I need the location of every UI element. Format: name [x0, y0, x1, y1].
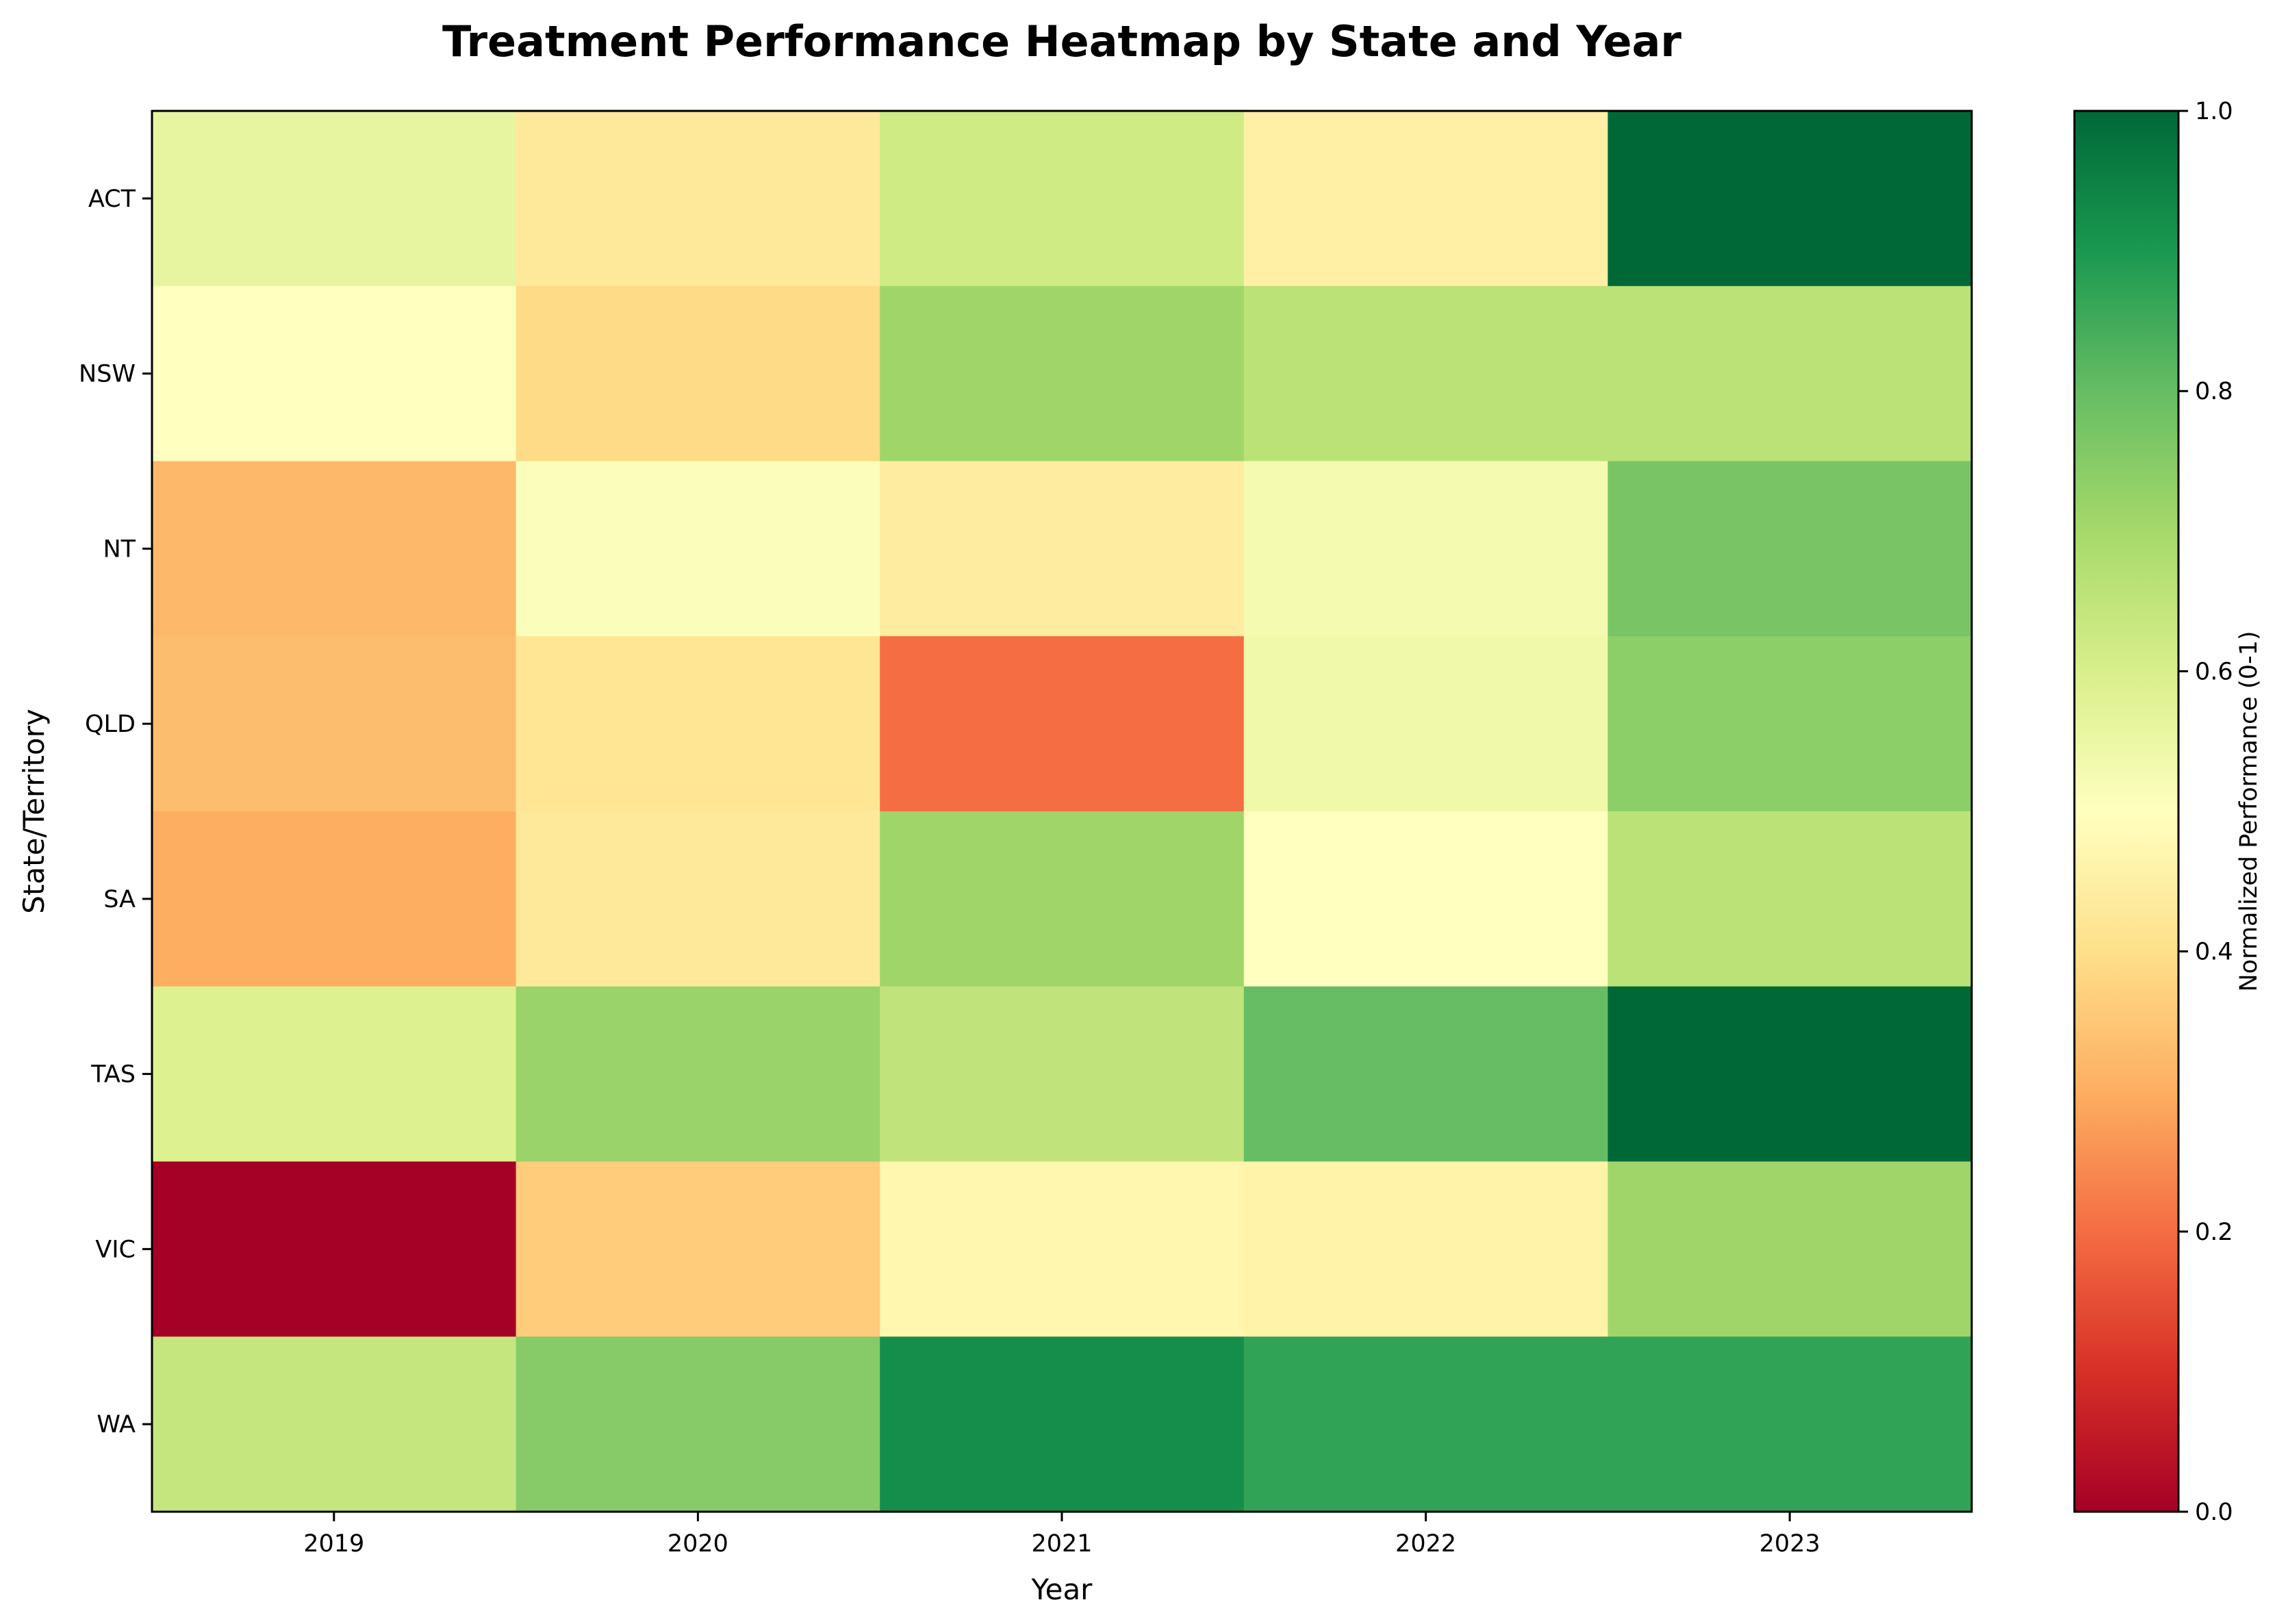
x-tick-label: 2023 [1759, 1530, 1820, 1558]
heatmap-cell-nsw-2019 [152, 286, 517, 462]
x-tick-label: 2019 [303, 1530, 364, 1558]
y-tick-label: VIC [95, 1236, 136, 1263]
y-axis-label: State/Territory [17, 709, 51, 913]
colorbar-label: Normalized Performance (0-1) [2235, 631, 2263, 992]
heatmap-cell-wa-2021 [880, 1336, 1245, 1512]
heatmap-cell-wa-2022 [1243, 1336, 1608, 1512]
heatmap-cell-tas-2020 [516, 986, 880, 1163]
colorbar-tick-label: 0.4 [2195, 939, 2233, 966]
heatmap-cell-vic-2023 [1607, 1161, 1972, 1337]
heatmap-cell-vic-2020 [516, 1161, 880, 1337]
colorbar-tick-label: 0.0 [2195, 1499, 2233, 1526]
heatmap-cell-qld-2019 [152, 636, 517, 812]
heatmap-cell-wa-2020 [516, 1336, 880, 1512]
heatmap-cell-sa-2020 [516, 811, 880, 987]
heatmap-cell-tas-2019 [152, 986, 517, 1163]
heatmap-cell-nsw-2023 [1607, 286, 1972, 462]
y-tick-label: TAS [90, 1061, 136, 1089]
heatmap-cell-qld-2022 [1243, 636, 1608, 812]
x-axis-label: Year [1031, 1573, 1093, 1606]
x-tick-label: 2022 [1395, 1530, 1456, 1558]
x-tick-label: 2020 [668, 1530, 728, 1558]
heatmap-cell-act-2019 [152, 111, 517, 287]
heatmap-cell-tas-2021 [880, 986, 1245, 1163]
y-tick-label: NSW [79, 361, 136, 388]
heatmap-cell-nsw-2020 [516, 286, 880, 462]
heatmap-cell-wa-2019 [152, 1336, 517, 1512]
y-tick-label: QLD [85, 711, 136, 738]
y-axis-ticks: ACT NSW NT QLD SA TAS VIC WA [79, 186, 152, 1438]
y-tick-label: ACT [88, 186, 136, 213]
heatmap-cell-qld-2021 [880, 636, 1245, 812]
colorbar [2073, 110, 2180, 1513]
x-tick-label: 2021 [1031, 1530, 1092, 1558]
colorbar-tick-label: 0.8 [2195, 378, 2233, 405]
heatmap-cell-sa-2023 [1607, 811, 1972, 987]
heatmap-cell-qld-2023 [1607, 636, 1972, 812]
heatmap-cell-vic-2019 [152, 1161, 517, 1337]
y-tick-label: WA [97, 1411, 136, 1438]
heatmap-cell-tas-2023 [1607, 986, 1972, 1163]
heatmap-cell-vic-2022 [1243, 1161, 1608, 1337]
heatmap-cell-nt-2019 [152, 461, 517, 637]
heatmap-cell-nsw-2022 [1243, 286, 1608, 462]
heatmap-cell-act-2022 [1243, 111, 1608, 287]
x-axis-ticks: 2019 2020 2021 2022 2023 [303, 1512, 1820, 1558]
y-tick-label: SA [103, 886, 136, 913]
y-tick-label: NT [103, 535, 136, 563]
heatmap-cells [152, 111, 1972, 1512]
heatmap-cell-nt-2023 [1607, 461, 1972, 637]
chart-title: Treatment Performance Heatmap by State a… [442, 16, 1681, 66]
heatmap-cell-vic-2021 [880, 1161, 1245, 1337]
colorbar-ticks: 0.0 0.2 0.4 0.6 0.8 1.0 [2178, 98, 2233, 1526]
heatmap-cell-act-2023 [1607, 111, 1972, 287]
heatmap-cell-sa-2021 [880, 811, 1245, 987]
heatmap-cell-nt-2021 [880, 461, 1245, 637]
heatmap-cell-act-2020 [516, 111, 880, 287]
heatmap-cell-nt-2022 [1243, 461, 1608, 637]
heatmap-cell-nsw-2021 [880, 286, 1245, 462]
colorbar-tick-label: 0.2 [2195, 1219, 2233, 1246]
colorbar-tick-label: 0.6 [2195, 658, 2233, 685]
heatmap-cell-qld-2020 [516, 636, 880, 812]
colorbar-tick-label: 1.0 [2195, 98, 2233, 125]
heatmap-cell-sa-2019 [152, 811, 517, 987]
heatmap-cell-sa-2022 [1243, 811, 1608, 987]
heatmap-cell-act-2021 [880, 111, 1245, 287]
heatmap-cell-wa-2023 [1607, 1336, 1972, 1512]
heatmap-cell-tas-2022 [1243, 986, 1608, 1163]
heatmap-cell-nt-2020 [516, 461, 880, 637]
